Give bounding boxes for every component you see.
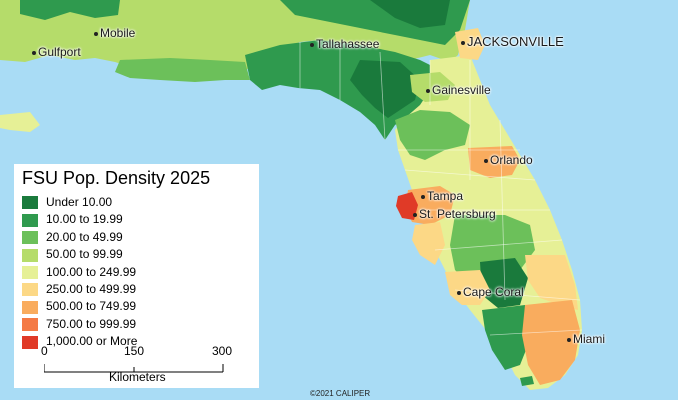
city-dot-icon [421, 194, 425, 199]
city-dot-icon [484, 158, 488, 163]
city-dot-icon [32, 50, 36, 55]
city-mobile[interactable]: Mobile [94, 26, 135, 40]
legend-item: 100.00 to 249.99 [22, 265, 136, 281]
city-cape-coral[interactable]: Cape Coral [457, 285, 524, 299]
legend-label: 750.00 to 999.99 [46, 316, 137, 331]
city-miami[interactable]: Miami [567, 332, 605, 346]
legend-swatch [22, 300, 38, 314]
scale-tick-300: 300 [212, 344, 233, 358]
city-dot-icon [567, 337, 571, 342]
region-big-bend [350, 60, 420, 118]
region-st-pete [396, 192, 418, 220]
city-dot-icon [457, 290, 461, 295]
region-se-coast [525, 255, 578, 310]
legend-swatch [22, 213, 38, 227]
scale-bar [44, 364, 224, 373]
city-orlando[interactable]: Orlando [484, 153, 533, 167]
region-tampa [405, 186, 455, 225]
legend-label: 250.00 to 499.99 [46, 282, 137, 296]
city-dot-icon [413, 212, 417, 217]
region-panhandle-west [115, 58, 250, 82]
legend-swatch [22, 196, 38, 210]
legend-label: 20.00 to 49.99 [46, 229, 123, 244]
city-dot-icon [426, 88, 430, 93]
legend-label: 500.00 to 749.99 [46, 299, 137, 314]
region-gainesville [410, 72, 455, 102]
legend-item: 750.00 to 999.99 [22, 317, 136, 333]
legend-swatch [22, 231, 38, 245]
map-legend: FSU Pop. Density 2025 Under 10.00 10.00 t… [14, 164, 259, 388]
legend-swatch [22, 248, 38, 262]
city-gulfport[interactable]: Gulfport [32, 45, 81, 59]
region-north-central [395, 110, 470, 160]
scale-tick-150: 150 [124, 344, 145, 358]
region-keys [520, 376, 534, 386]
legend-swatch [22, 265, 38, 279]
legend-item: 50.00 to 99.99 [22, 247, 123, 263]
legend-item: 500.00 to 749.99 [22, 299, 136, 315]
scale-unit: Kilometers [109, 370, 166, 384]
legend-item: 250.00 to 499.99 [22, 282, 136, 298]
region-orlando [468, 146, 520, 178]
legend-item: 10.00 to 19.99 [22, 212, 123, 228]
city-dot-icon [310, 42, 314, 47]
map-credit: ©2021 CALIPER [310, 389, 371, 398]
legend-swatch [22, 318, 38, 332]
legend-swatch [22, 335, 38, 349]
county-boundaries [299, 42, 583, 336]
city-tallahassee[interactable]: Tallahassee [310, 37, 379, 51]
region-miami [522, 300, 580, 385]
legend-swatch [22, 283, 38, 297]
legend-item: Under 10.00 [22, 195, 112, 211]
city-jacksonville[interactable]: JACKSONVILLE [461, 35, 564, 49]
region-everglades [482, 305, 530, 370]
legend-label: 1,000.00 or More [46, 334, 138, 349]
region-islands [0, 112, 40, 132]
city-st-petersburg[interactable]: St. Petersburg [413, 207, 496, 221]
region-okeechobee [480, 258, 528, 308]
legend-item: 1,000.00 or More [22, 334, 137, 350]
city-dot-icon [461, 40, 465, 45]
region-georgia-darkest [370, 0, 450, 28]
city-gainesville[interactable]: Gainesville [426, 83, 491, 97]
city-dot-icon [94, 31, 98, 36]
region-jacksonville [455, 28, 485, 60]
legend-item: 20.00 to 49.99 [22, 230, 123, 246]
legend-title: FSU Pop. Density 2025 [22, 168, 211, 188]
legend-label: 50.00 to 99.99 [46, 247, 123, 262]
legend-label: 100.00 to 249.99 [46, 264, 137, 279]
legend-label: Under 10.00 [46, 195, 113, 209]
region-cape-coral [445, 270, 490, 305]
legend-label: 10.00 to 19.99 [46, 212, 123, 227]
city-tampa[interactable]: Tampa [421, 189, 463, 203]
scale-tick-0: 0 [41, 344, 48, 358]
region-north-dark [20, 0, 120, 20]
region-west-coast-orange [412, 222, 445, 265]
